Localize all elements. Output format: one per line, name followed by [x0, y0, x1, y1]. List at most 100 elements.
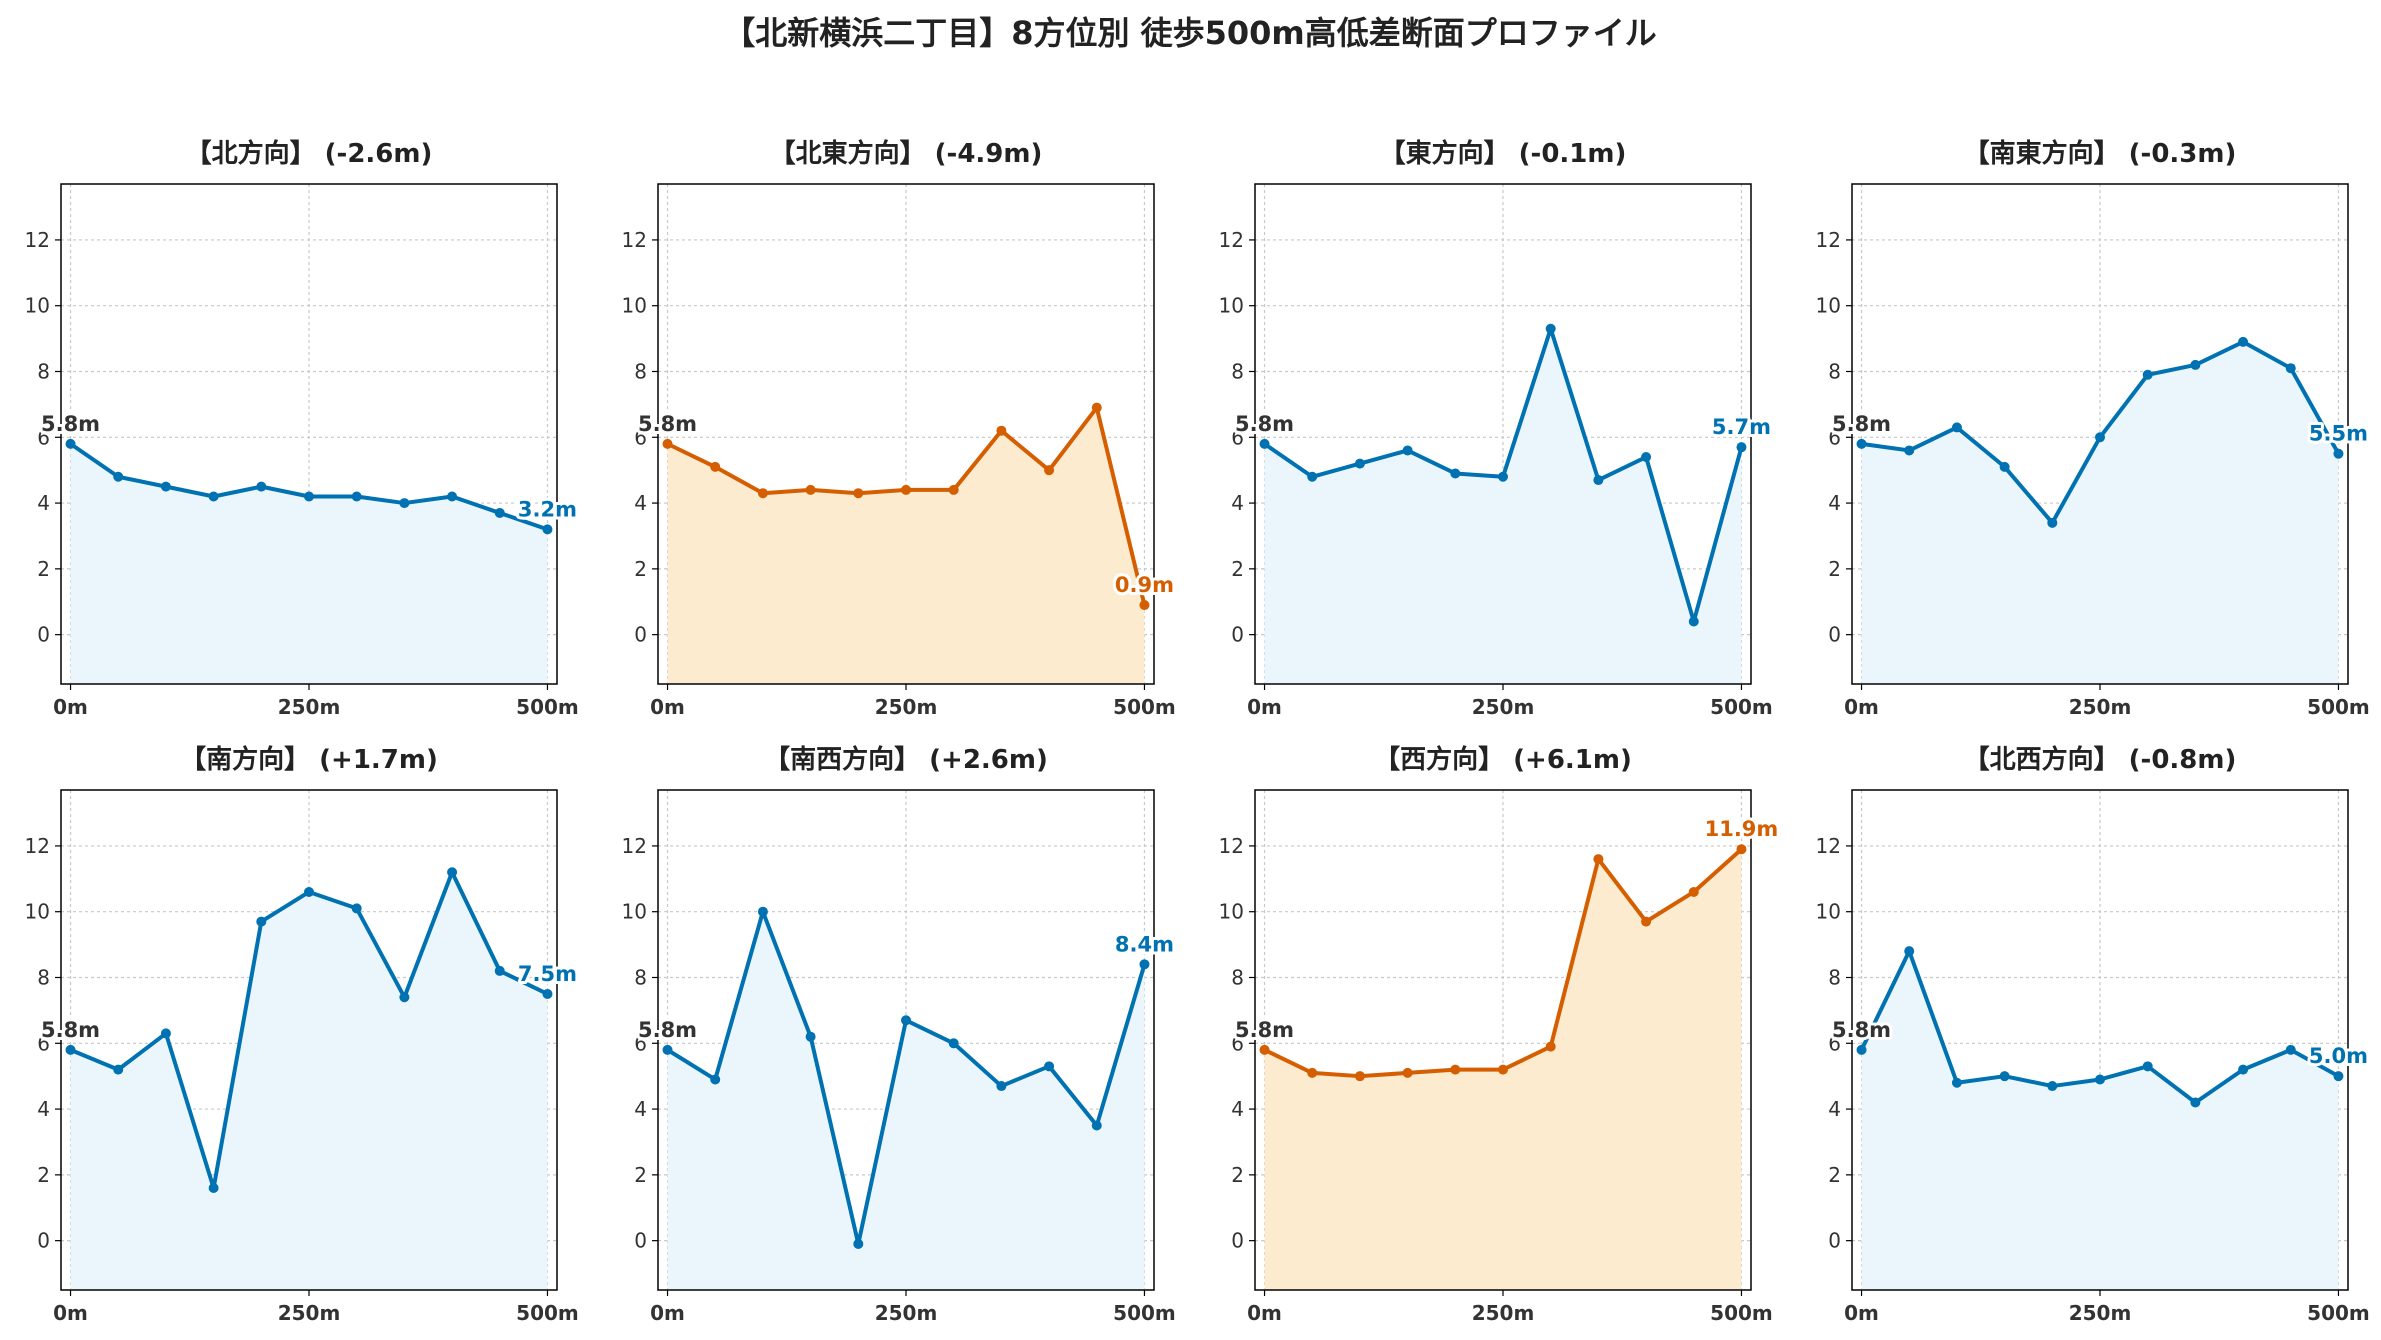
x-tick-label: 500m: [2307, 695, 2370, 719]
x-tick-label: 0m: [1844, 1301, 1879, 1325]
x-tick-label: 250m: [278, 1301, 341, 1325]
y-tick-label: 10: [1816, 294, 1841, 318]
x-tick-label: 500m: [516, 1301, 579, 1325]
data-point: [2142, 1061, 2153, 1072]
data-point: [662, 1044, 673, 1055]
y-tick-label: 8: [1231, 966, 1244, 990]
y-tick-label: 4: [634, 491, 647, 515]
profile-panel-7: 【西方向】 (+6.1m) 0 2 4 6 8 10 12 0m 250m 500m 5.8m 11.9…: [1219, 744, 1782, 1325]
data-point: [304, 886, 314, 897]
y-tick-label: 12: [25, 834, 50, 858]
data-point: [710, 461, 721, 472]
data-point: [1736, 844, 1747, 855]
end-elevation-label: 11.9m: [1705, 817, 1779, 841]
x-tick-label: 0m: [650, 695, 685, 719]
y-tick-label: 2: [1231, 557, 1244, 581]
x-tick-label: 500m: [1710, 695, 1773, 719]
y-tick-label: 4: [37, 491, 50, 515]
data-point: [65, 1044, 76, 1055]
y-tick-label: 4: [1828, 491, 1841, 515]
end-elevation-label: 0.9m: [1115, 573, 1174, 597]
data-point: [542, 524, 553, 535]
panel-title: 【南方向】 (+1.7m): [180, 744, 438, 775]
profile-fill-area: [667, 911, 1145, 1290]
y-tick-label: 6: [634, 425, 647, 449]
end-elevation-label: 8.4m: [1115, 932, 1174, 956]
data-point: [2095, 432, 2105, 443]
y-tick-label: 0: [1828, 1229, 1841, 1253]
data-point: [1856, 1044, 1867, 1055]
x-tick-label: 250m: [1472, 1301, 1535, 1325]
x-tick-label: 500m: [1113, 1301, 1176, 1325]
data-point: [853, 1238, 864, 1249]
data-point: [1545, 323, 1556, 334]
y-tick-label: 10: [25, 900, 50, 924]
data-point: [901, 484, 911, 495]
y-tick-label: 4: [1231, 1097, 1244, 1121]
y-tick-label: 4: [634, 1097, 647, 1121]
data-point: [447, 491, 458, 502]
y-tick-label: 0: [1828, 623, 1841, 647]
x-tick-label: 500m: [516, 695, 579, 719]
end-elevation-label: 3.2m: [518, 497, 577, 521]
profile-panel-6: 【南西方向】 (+2.6m) 0 2 4 6 8 10 12 0m 250m 500m 5.8m 8.4…: [622, 744, 1177, 1325]
data-point: [1450, 468, 1461, 479]
start-elevation-label: 5.8m: [41, 412, 100, 436]
profile-fill-area: [1861, 951, 2339, 1290]
x-tick-label: 0m: [650, 1301, 685, 1325]
data-point: [1091, 402, 1102, 413]
profile-panel-3: 【東方向】 (-0.1m) 0 2 4 6 8 10 12 0m 250m 500m 5.8m 5.7m: [1219, 138, 1774, 719]
data-point: [399, 498, 410, 509]
data-point: [1951, 422, 1962, 433]
start-elevation-label: 5.8m: [1235, 1018, 1294, 1042]
data-point: [256, 481, 267, 492]
data-point: [1593, 475, 1604, 486]
y-tick-label: 2: [1828, 557, 1841, 581]
start-elevation-label: 5.8m: [638, 1018, 697, 1042]
x-tick-label: 250m: [2069, 695, 2132, 719]
y-tick-label: 0: [1231, 1229, 1244, 1253]
y-tick-label: 0: [1231, 623, 1244, 647]
data-point: [208, 491, 219, 502]
y-tick-label: 10: [1219, 294, 1244, 318]
start-elevation-label: 5.8m: [1832, 412, 1891, 436]
end-elevation-label: 7.5m: [518, 962, 577, 986]
y-tick-label: 6: [1828, 1031, 1841, 1055]
y-tick-label: 12: [1816, 834, 1841, 858]
profile-fill-area: [1264, 328, 1742, 684]
y-tick-label: 2: [37, 1163, 50, 1187]
y-tick-label: 0: [634, 1229, 647, 1253]
x-tick-label: 500m: [1113, 695, 1176, 719]
y-tick-label: 8: [37, 360, 50, 384]
x-tick-label: 0m: [1247, 1301, 1282, 1325]
y-tick-label: 8: [634, 966, 647, 990]
data-point: [113, 1064, 124, 1075]
y-tick-label: 2: [1828, 1163, 1841, 1187]
x-tick-label: 250m: [875, 1301, 938, 1325]
data-point: [65, 438, 76, 449]
y-tick-label: 12: [1219, 834, 1244, 858]
panel-title: 【西方向】 (+6.1m): [1374, 744, 1632, 775]
data-point: [1688, 616, 1699, 627]
data-point: [1999, 461, 2010, 472]
data-point: [1498, 471, 1508, 482]
y-tick-label: 12: [622, 834, 647, 858]
start-elevation-label: 5.8m: [1235, 412, 1294, 436]
y-tick-label: 8: [1828, 360, 1841, 384]
data-point: [1545, 1041, 1556, 1052]
data-point: [1091, 1120, 1102, 1131]
data-point: [1354, 1071, 1365, 1082]
figure-title: 【北新横浜二丁目】8方位別 徒歩500m高低差断面プロファイル: [723, 14, 1657, 52]
data-point: [1259, 438, 1270, 449]
data-point: [2190, 359, 2201, 370]
data-point: [208, 1183, 219, 1194]
y-tick-label: 2: [634, 557, 647, 581]
data-point: [2095, 1074, 2105, 1085]
profile-panel-1: 【北方向】 (-2.6m) 0 2 4 6 8 10 12 0m 250m 500m 5.8m 3.2m: [25, 138, 580, 719]
profile-fill-area: [70, 872, 548, 1290]
x-tick-label: 500m: [2307, 1301, 2370, 1325]
x-tick-label: 250m: [1472, 695, 1535, 719]
data-point: [2238, 336, 2249, 347]
y-tick-label: 10: [1816, 900, 1841, 924]
profile-panel-5: 【南方向】 (+1.7m) 0 2 4 6 8 10 12 0m 250m 500m 5.8m 7.5m: [25, 744, 580, 1325]
